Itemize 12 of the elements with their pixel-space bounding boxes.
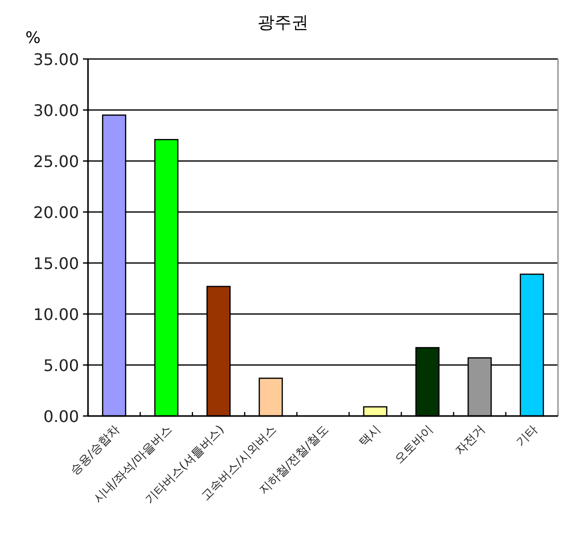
y-tick-label: 20.00: [33, 203, 79, 222]
y-tick-label: 15.00: [33, 254, 79, 273]
y-tick-label: 5.00: [43, 356, 79, 375]
y-tick-label: 35.00: [33, 50, 79, 69]
y-axis-title: %: [25, 28, 41, 47]
y-tick-label: 10.00: [33, 305, 79, 324]
y-tick-label: 30.00: [33, 101, 79, 120]
y-tick-label: 25.00: [33, 152, 79, 171]
y-tick-label: 0.00: [43, 407, 79, 426]
x-tick-label: 택시: [356, 422, 384, 450]
chart-title: 광주권: [258, 13, 308, 33]
x-tick-label: 기타: [513, 422, 540, 450]
